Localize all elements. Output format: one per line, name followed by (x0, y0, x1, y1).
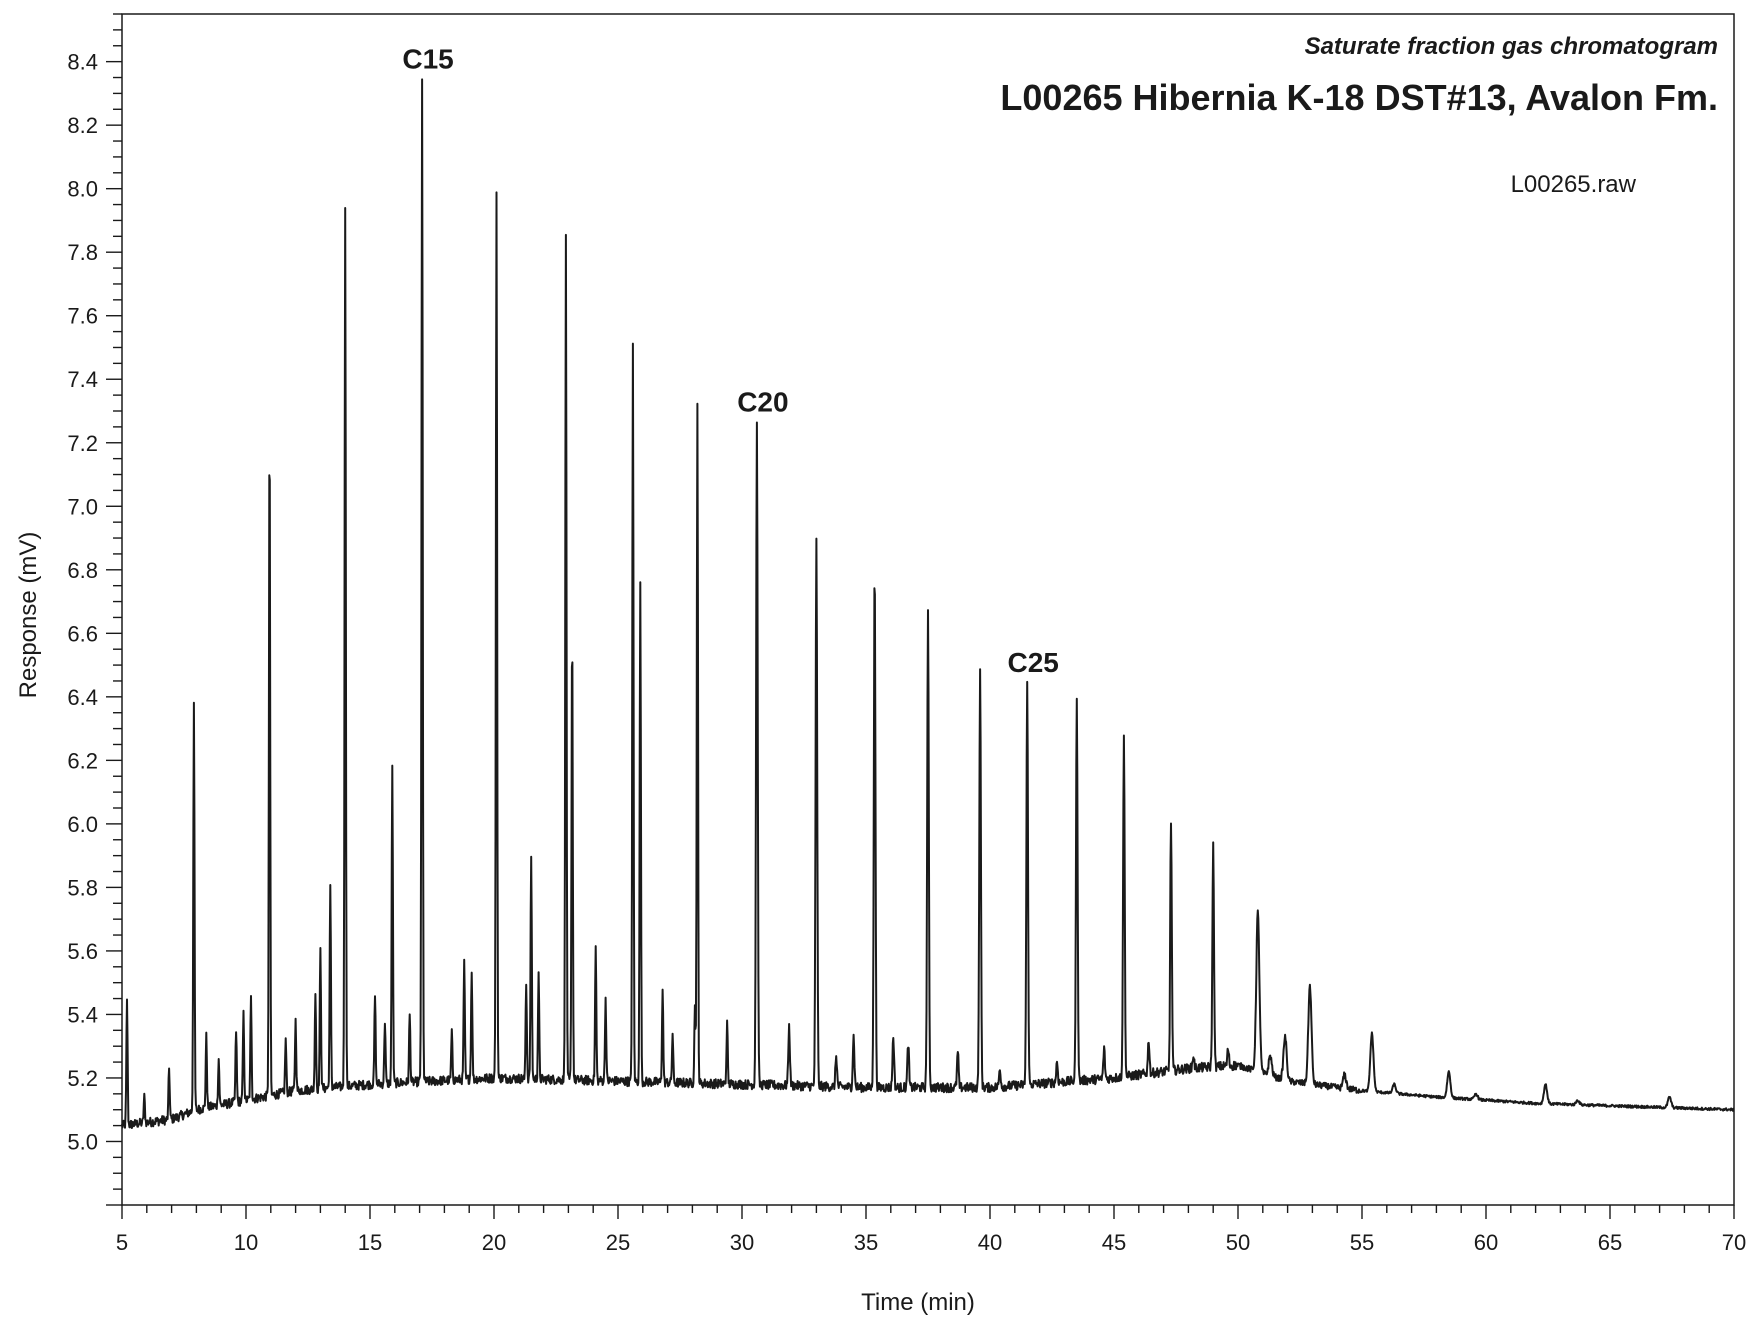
x-axis-title: Time (min) (861, 1289, 975, 1316)
y-tick-label: 8.2 (67, 113, 98, 138)
x-tick-label: 45 (1102, 1230, 1126, 1255)
y-tick-label: 8.4 (67, 50, 98, 75)
y-tick-label: 5.8 (67, 875, 98, 900)
y-tick-label: 7.0 (67, 494, 98, 519)
chart-title: L00265 Hibernia K-18 DST#13, Avalon Fm. (1000, 77, 1718, 118)
plot-frame (121, 13, 1735, 1206)
peak-label-c15: C15 (402, 44, 453, 75)
y-tick-label: 5.4 (67, 1002, 98, 1027)
x-tick-label: 65 (1598, 1230, 1622, 1255)
x-tick-label: 70 (1722, 1230, 1746, 1255)
x-tick-label: 55 (1350, 1230, 1374, 1255)
x-tick-label: 15 (358, 1230, 382, 1255)
peak-label-c25: C25 (1008, 647, 1059, 678)
x-tick-label: 20 (482, 1230, 506, 1255)
x-axis: 5 10 15 20 25 30 35 40 45 50 55 60 65 70 (116, 1205, 1746, 1255)
y-tick-label: 7.4 (67, 367, 98, 392)
y-tick-label: 7.2 (67, 431, 98, 456)
y-tick-label: 5.2 (67, 1066, 98, 1091)
peak-labels: C15 C20 C25 (402, 44, 1058, 678)
y-tick-label: 6.2 (67, 748, 98, 773)
y-tick-label: 6.6 (67, 621, 98, 646)
y-tick-label: 6.4 (67, 685, 98, 710)
y-tick-label: 6.0 (67, 812, 98, 837)
x-tick-label: 5 (116, 1230, 128, 1255)
x-tick-label: 35 (854, 1230, 878, 1255)
y-axis-title: Response (mV) (15, 532, 42, 699)
y-tick-label: 7.6 (67, 304, 98, 329)
y-tick-label: 5.6 (67, 939, 98, 964)
y-axis: 5.0 5.2 5.4 5.6 5.8 6.0 6.2 6.4 6.6 6.8 7.0 7.2 7.4 7… (67, 13, 122, 1206)
y-tick-label: 7.8 (67, 240, 98, 265)
y-tick-label: 8.0 (67, 177, 98, 202)
x-tick-label: 10 (234, 1230, 258, 1255)
chart-subtitle: Saturate fraction gas chromatogram (1305, 33, 1718, 60)
x-tick-label: 40 (978, 1230, 1002, 1255)
x-tick-label: 60 (1474, 1230, 1498, 1255)
x-tick-label: 30 (730, 1230, 754, 1255)
y-tick-label: 5.0 (67, 1129, 98, 1154)
y-tick-label: 6.8 (67, 558, 98, 583)
x-tick-label: 50 (1226, 1230, 1250, 1255)
file-label: L00265.raw (1511, 171, 1637, 198)
x-tick-label: 25 (606, 1230, 630, 1255)
peak-label-c20: C20 (737, 387, 788, 418)
chromatogram-trace (121, 78, 1735, 1129)
